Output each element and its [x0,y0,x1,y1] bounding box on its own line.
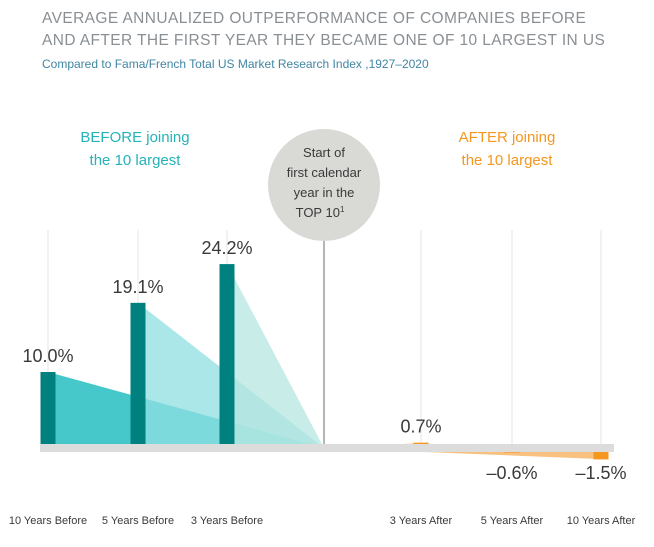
zero-axis-band [40,444,614,452]
tick-label: 3 Years Before [191,515,263,527]
tick-label: 3 Years After [390,515,453,527]
tick-label: 5 Years After [481,515,544,527]
center-circle-line-3: year in the [294,185,355,200]
before-label-line-1: BEFORE joining [80,129,189,146]
value-label: –0.6% [486,463,537,483]
bar [40,372,56,448]
tick-label: 5 Years Before [102,515,174,527]
tick-label: 10 Years After [567,515,636,527]
bar [593,448,609,460]
before-wedge [227,264,324,448]
center-circle-footnote: 1 [340,205,345,214]
after-label-line-1: AFTER joining [459,129,556,146]
value-label: –1.5% [575,463,626,483]
wedges [48,264,609,460]
before-label: BEFORE joining the 10 largest [80,129,189,169]
after-label-line-2: the 10 largest [462,152,554,169]
center-circle-line-1: Start of [303,145,345,160]
tick-label: 10 Years Before [9,515,87,527]
center-circle-text: Start of first calendar year in the TOP … [287,145,362,220]
bar [219,264,235,448]
tick-labels: 10 Years Before 5 Years Before 3 Years Bef… [9,515,636,527]
center-circle-line-4: TOP 101 [296,205,345,220]
value-label: 24.2% [201,238,252,258]
center-circle-line-2: first calendar [287,165,362,180]
chart-subtitle: Compared to Fama/French Total US Market … [42,57,429,71]
chart-title: AVERAGE ANNUALIZED OUTPERFORMANCE OF COM… [42,8,642,52]
center-circle-top10: TOP 10 [296,205,340,220]
chart-title-line-1: AVERAGE ANNUALIZED OUTPERFORMANCE OF COM… [42,10,587,27]
value-labels: 10.0% 19.1% 24.2% 0.7% –0.6% –1.5% [22,238,626,483]
before-label-line-2: the 10 largest [90,152,182,169]
value-label: 19.1% [112,277,163,297]
chart-title-line-2: AND AFTER THE FIRST YEAR THEY BECAME ONE… [42,32,606,49]
value-label: 10.0% [22,346,73,366]
center-circle [268,129,380,241]
bar [130,302,146,448]
before-wedge [138,302,324,448]
after-label: AFTER joining the 10 largest [459,129,556,169]
value-label: 0.7% [400,417,441,437]
